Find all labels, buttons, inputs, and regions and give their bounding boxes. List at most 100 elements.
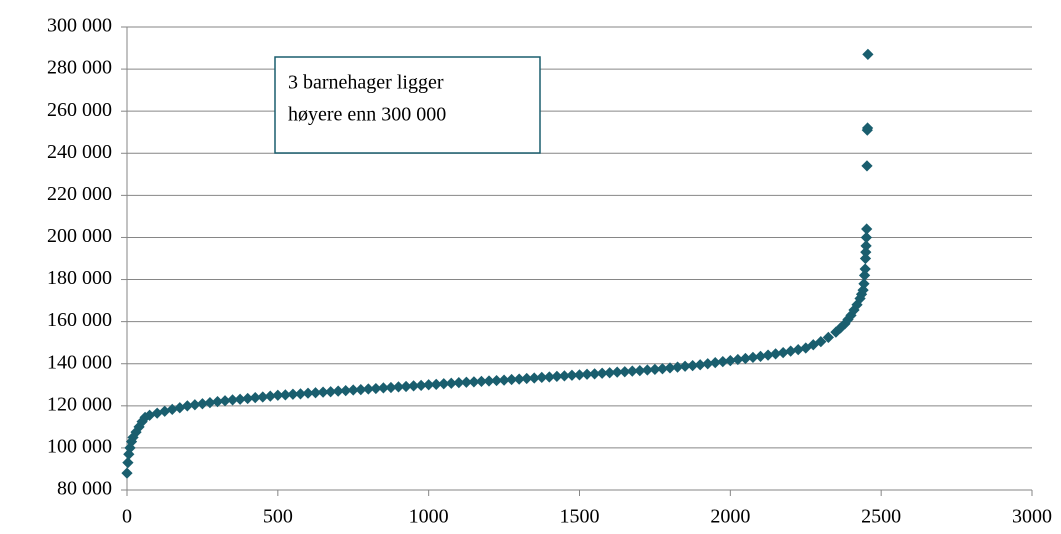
point <box>769 348 782 360</box>
y-tick-label: 160 000 <box>47 309 112 331</box>
point <box>857 284 869 296</box>
point <box>513 373 525 385</box>
point <box>506 373 518 386</box>
point <box>656 363 669 375</box>
point <box>858 269 871 281</box>
point <box>196 398 209 410</box>
x-tick-label: 2500 <box>861 506 901 528</box>
point <box>287 388 299 400</box>
point <box>709 357 721 369</box>
y-tick-label: 280 000 <box>47 57 112 79</box>
point <box>332 385 344 397</box>
point <box>860 231 873 244</box>
point <box>144 409 156 421</box>
point <box>309 387 322 399</box>
point <box>702 358 714 370</box>
y-tick-label: 200 000 <box>47 225 112 247</box>
y-tick-label: 260 000 <box>47 99 112 121</box>
point <box>151 407 163 419</box>
x-tick-label: 0 <box>122 506 132 528</box>
x-tick-label: 2000 <box>710 506 750 528</box>
point <box>619 366 631 378</box>
point <box>754 350 767 362</box>
point <box>400 380 412 393</box>
point <box>588 368 601 380</box>
point <box>551 370 563 382</box>
point <box>407 380 420 392</box>
y-tick-label: 300 000 <box>47 15 112 37</box>
point <box>860 240 872 252</box>
point <box>257 391 269 403</box>
point <box>355 383 367 396</box>
annotation: 3 barnehager ligger <box>288 72 444 94</box>
point <box>226 394 239 406</box>
point <box>121 467 133 479</box>
point <box>800 342 812 354</box>
point <box>634 365 646 377</box>
point <box>679 360 691 372</box>
point <box>490 374 503 387</box>
point <box>272 389 284 401</box>
annotation: høyere enn 300 000 <box>288 104 446 126</box>
point <box>294 388 307 400</box>
point <box>460 376 472 388</box>
point <box>785 345 797 357</box>
point <box>581 368 593 380</box>
point <box>861 122 874 134</box>
point <box>498 374 510 386</box>
point <box>626 365 638 377</box>
point <box>822 331 834 344</box>
point <box>445 377 457 389</box>
y-tick-label: 240 000 <box>47 141 112 163</box>
point <box>671 361 684 373</box>
point <box>279 389 291 401</box>
point <box>604 367 616 379</box>
point <box>762 349 774 361</box>
point <box>302 387 314 399</box>
x-tick-label: 1500 <box>560 506 600 528</box>
y-tick-label: 140 000 <box>47 351 112 373</box>
y-tick-label: 100 000 <box>47 436 112 458</box>
point <box>861 223 873 235</box>
point <box>174 402 186 414</box>
point <box>249 391 261 404</box>
point <box>438 378 450 390</box>
point <box>219 395 231 407</box>
point <box>317 386 329 398</box>
point <box>521 372 533 385</box>
point <box>377 382 390 394</box>
point <box>747 351 759 364</box>
point <box>340 385 352 397</box>
point <box>264 390 276 402</box>
point <box>468 376 480 388</box>
point <box>536 371 548 384</box>
point <box>777 346 789 359</box>
point <box>717 356 729 368</box>
point <box>851 299 863 311</box>
point <box>649 363 661 376</box>
point <box>385 381 397 394</box>
point <box>566 369 578 381</box>
point <box>423 379 435 391</box>
point <box>370 382 382 395</box>
point <box>483 375 495 387</box>
x-tick-label: 3000 <box>1012 506 1052 528</box>
x-tick-label: 1000 <box>409 506 449 528</box>
point <box>641 364 653 376</box>
point <box>475 375 488 388</box>
point <box>861 160 873 172</box>
y-tick-label: 180 000 <box>47 267 112 289</box>
point <box>732 353 744 366</box>
point <box>596 367 608 379</box>
point <box>687 359 699 372</box>
point <box>739 352 752 365</box>
point <box>181 400 193 412</box>
point <box>528 372 540 384</box>
point <box>724 354 736 367</box>
point <box>807 339 819 351</box>
point <box>858 278 870 290</box>
point <box>573 369 586 381</box>
point <box>124 442 136 454</box>
point <box>453 377 465 389</box>
